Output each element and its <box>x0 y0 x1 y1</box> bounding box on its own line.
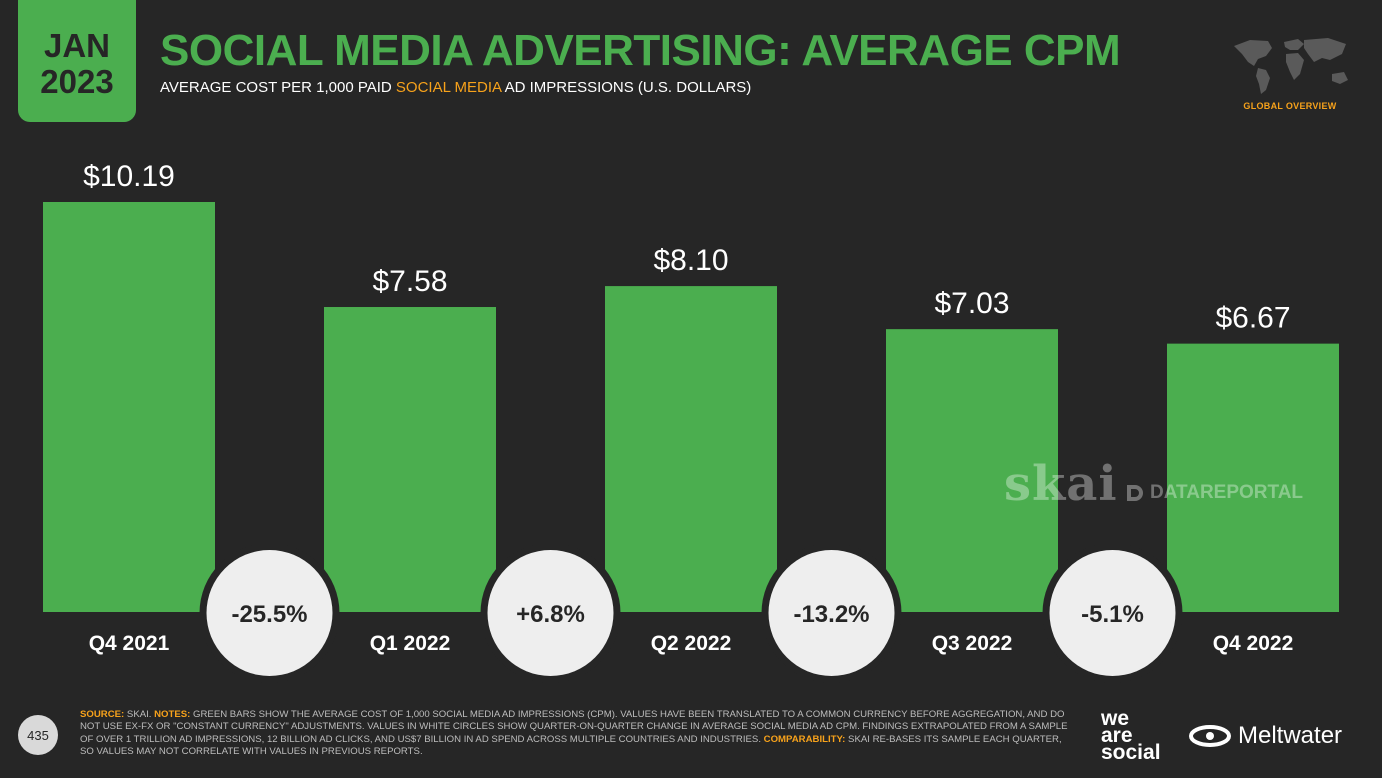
change-circle <box>768 550 895 676</box>
date-year: 2023 <box>40 63 114 100</box>
bar-q4-2021 <box>43 202 215 612</box>
change-label: +6.8% <box>516 601 585 628</box>
datareportal-watermark: DATAREPORTAL <box>1124 482 1303 504</box>
we-are-social-logo: we are social <box>1101 707 1161 764</box>
logo-we: we <box>1101 707 1130 730</box>
comparability-key: COMPARABILITY: <box>763 733 846 745</box>
notes-key: NOTES: <box>154 709 191 720</box>
category-label: Q3 2022 <box>932 632 1013 655</box>
bar-q4-2022 <box>1167 343 1339 612</box>
meltwater-icon <box>1189 725 1231 747</box>
notes-text: GREEN BARS SHOW THE AVERAGE COST OF 1,00… <box>80 709 1068 745</box>
change-circle <box>206 550 333 676</box>
change-circle <box>487 550 614 676</box>
change-label: -5.1% <box>1081 601 1144 628</box>
cpm-bar-chart: $10.19 Q4 2021 $7.58 Q1 2022 $8.10 Q2 2022 $7.… <box>43 160 1339 683</box>
change-label: -25.5% <box>231 601 307 628</box>
page-subtitle: AVERAGE COST PER 1,000 PAID SOCIAL MEDIA… <box>160 79 751 96</box>
change-label: -13.2% <box>793 601 869 628</box>
change-circles-layer: -25.5% +6.8% -13.2% -5.1% <box>199 543 1183 683</box>
datareportal-text: DATAREPORTAL <box>1150 482 1304 503</box>
subtitle-pre: AVERAGE COST PER 1,000 PAID <box>160 79 396 96</box>
footer-notes: SOURCE: SKAI. NOTES: GREEN BARS SHOW THE… <box>80 709 1075 759</box>
subtitle-post: AD IMPRESSIONS (U.S. DOLLARS) <box>501 79 752 96</box>
meltwater-text: Meltwater <box>1238 722 1343 749</box>
value-label: $10.19 <box>83 160 175 193</box>
category-label: Q2 2022 <box>651 632 732 655</box>
page-number: 435 <box>18 715 58 755</box>
datareportal-icon <box>1127 485 1143 501</box>
skai-watermark: skai <box>1004 456 1118 512</box>
source-key: SOURCE: <box>80 709 125 720</box>
comparability-text: SKAI RE-BASES ITS SAMPLE EACH QUARTER, S… <box>80 733 1062 758</box>
value-label: $7.58 <box>372 265 447 298</box>
category-label: Q4 2022 <box>1213 632 1294 655</box>
bar-q3-2022 <box>886 329 1058 612</box>
value-label: $6.67 <box>1215 302 1290 335</box>
world-map-icon <box>1234 38 1348 94</box>
source-text: SKAI. <box>124 709 155 720</box>
bars-layer: $10.19 Q4 2021 $7.58 Q1 2022 $8.10 Q2 2022 $7.… <box>43 160 1339 655</box>
meltwater-logo: Meltwater <box>1188 722 1342 750</box>
page-title: SOCIAL MEDIA ADVERTISING: AVERAGE CPM <box>160 26 1121 75</box>
bar-q1-2022 <box>324 307 496 612</box>
change-circle <box>1049 550 1176 676</box>
value-label: $8.10 <box>653 244 728 277</box>
date-badge: JAN 2023 <box>18 0 136 122</box>
logo-are: are <box>1101 724 1133 747</box>
date-month: JAN <box>43 27 111 64</box>
global-overview-badge: GLOBAL OVERVIEW <box>1243 101 1337 111</box>
subtitle-highlight: SOCIAL MEDIA <box>395 79 502 96</box>
category-label: Q1 2022 <box>370 632 451 655</box>
value-label: $7.03 <box>934 287 1009 320</box>
category-label: Q4 2021 <box>89 632 170 655</box>
bar-q2-2022 <box>605 286 777 612</box>
logo-social: social <box>1101 741 1161 764</box>
